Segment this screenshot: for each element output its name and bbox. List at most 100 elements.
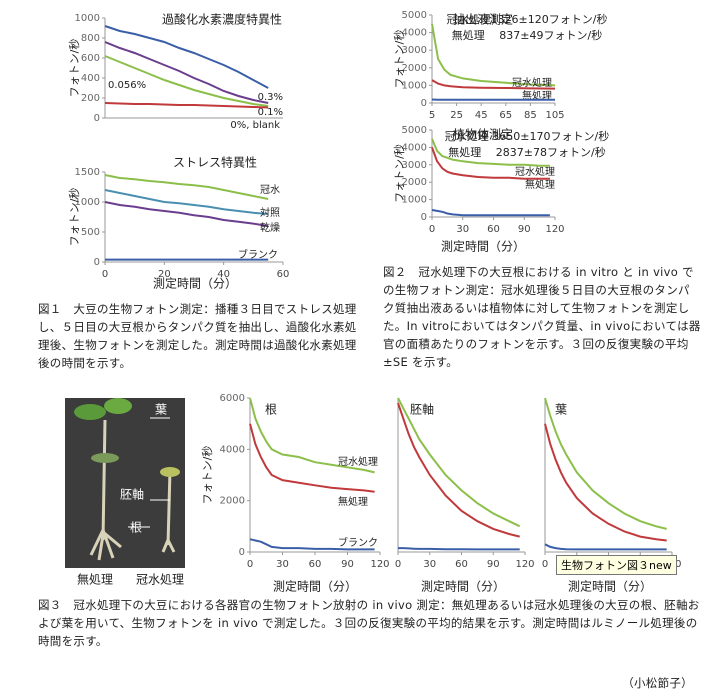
caption: 図３ 冠水処理下の大豆における各器官の生物フォトン放射の in vivo 測定：…: [38, 598, 700, 648]
series-line: [104, 41, 269, 104]
series-line: [104, 55, 269, 107]
series-line: [249, 397, 375, 474]
x-tick-label: 60: [455, 559, 468, 570]
series-line: [104, 201, 269, 227]
caption: 図２ 冠水処理下の大豆根における in vitro と in vivo での生物…: [383, 265, 701, 369]
x-tick-label: 20: [158, 269, 171, 280]
x-tick-label: 40: [217, 269, 230, 280]
x-tick-label: 120: [545, 224, 564, 235]
x-axis-label: 測定時間（分）: [441, 239, 525, 254]
annotation: 冠水処理1326±120フォトン/秒: [447, 12, 608, 26]
leaf: [160, 467, 180, 477]
plant-drawing: [89, 419, 176, 561]
series-label: 無処理: [522, 89, 552, 102]
series-label: 0%, blank: [230, 120, 280, 131]
y-tick-label: 600: [81, 53, 100, 64]
y-tick-label: 1000: [75, 13, 100, 24]
y-tick-label: 0: [94, 113, 100, 124]
leaf: [74, 404, 106, 420]
y-tick-label: 200: [81, 93, 100, 104]
y-tick-label: 1000: [75, 197, 100, 208]
series-line: [249, 423, 375, 493]
y-axis-label: フォトン/秒: [67, 188, 81, 247]
y-tick-label: 1000: [402, 195, 427, 206]
series-line: [397, 402, 520, 538]
chart-title: ストレス特異性: [173, 155, 257, 170]
y-axis-label: フォトン/秒: [200, 446, 214, 505]
chart-title: 根: [265, 403, 277, 417]
caption: 図１ 大豆の生物フォトン測定：播種３日目でストレス処理し、５日目の大豆根からタン…: [38, 302, 357, 370]
series-line: [104, 189, 269, 215]
series-label: 乾燥: [260, 221, 280, 234]
y-tick-label: 500: [81, 227, 100, 238]
series-line: [104, 174, 269, 200]
x-tick-label: 30: [456, 224, 469, 235]
x-tick-label: 0: [542, 559, 548, 570]
x-tick-label: 30: [423, 559, 436, 570]
y-tick-label: 0: [421, 212, 427, 223]
y-axis-label: フォトン/秒: [392, 144, 406, 203]
annotation: 無処理 837±49フォトン/秒: [452, 28, 602, 42]
x-tick-label: 30: [276, 559, 289, 570]
x-tick-label: 45: [475, 110, 488, 121]
series-line: [544, 397, 667, 530]
y-tick-label: 4000: [402, 142, 427, 153]
series-line: [431, 147, 550, 180]
y-tick-label: 0: [239, 547, 245, 558]
photo-label: 胚軸: [120, 488, 144, 502]
x-tick-label: 60: [309, 559, 322, 570]
series-line: [431, 79, 556, 90]
leaf: [91, 453, 119, 463]
series-line: [544, 423, 667, 542]
x-axis-label: 測定時間（分）: [273, 579, 357, 594]
x-tick-label: 60: [487, 224, 500, 235]
y-tick-label: 2000: [402, 177, 427, 188]
x-tick-label: 5: [429, 110, 435, 121]
x-axis-label: 測定時間（分）: [153, 276, 237, 291]
x-tick-label: 25: [450, 110, 463, 121]
x-tick-label: 90: [487, 559, 500, 570]
y-tick-label: 6000: [220, 393, 245, 404]
x-tick-label: 90: [518, 224, 531, 235]
chart-title: 抽出液測定: [453, 12, 513, 27]
x-tick-label: 120: [515, 559, 534, 570]
y-tick-label: 4000: [220, 444, 245, 455]
series-label: ブランク: [338, 536, 378, 549]
series-label: ブランク: [238, 248, 278, 261]
y-tick-label: 0: [94, 257, 100, 268]
y-tick-label: 2000: [220, 496, 245, 507]
photo: [65, 398, 185, 568]
chart-title: 胚軸: [410, 403, 434, 417]
x-tick-label: 0: [102, 269, 108, 280]
series-line: [104, 102, 269, 109]
series-line: [431, 23, 556, 87]
y-tick-label: 4000: [402, 28, 427, 39]
x-tick-label: 0: [429, 224, 435, 235]
y-tick-label: 3000: [402, 45, 427, 56]
y-tick-label: 0: [421, 98, 427, 109]
series-label: 対照: [260, 206, 280, 219]
chart-title: 葉: [555, 403, 567, 417]
x-axis-label: 測定時間（分）: [421, 579, 505, 594]
chart-title: 植物体測定: [453, 127, 513, 142]
y-axis-label: フォトン/秒: [67, 39, 81, 98]
x-tick-label: 65: [499, 110, 512, 121]
x-axis-label: 測定時間（分）: [568, 579, 652, 594]
x-tick-label: 120: [370, 559, 389, 570]
series-line: [397, 397, 521, 528]
y-tick-label: 400: [81, 73, 100, 84]
tooltip: 生物フォトン図３new: [556, 555, 677, 575]
author: （小松節子）: [622, 676, 693, 690]
series-label: 0.056%: [108, 80, 146, 91]
y-tick-label: 5000: [402, 125, 427, 136]
series-line: [249, 538, 375, 551]
x-tick-label: 0: [247, 559, 253, 570]
photo-label: 葉: [155, 403, 167, 417]
y-tick-label: 1500: [75, 167, 100, 178]
series-line: [431, 138, 550, 167]
y-tick-label: 5000: [402, 10, 427, 21]
x-tick-label: 60: [277, 269, 290, 280]
series-line: [398, 547, 520, 551]
